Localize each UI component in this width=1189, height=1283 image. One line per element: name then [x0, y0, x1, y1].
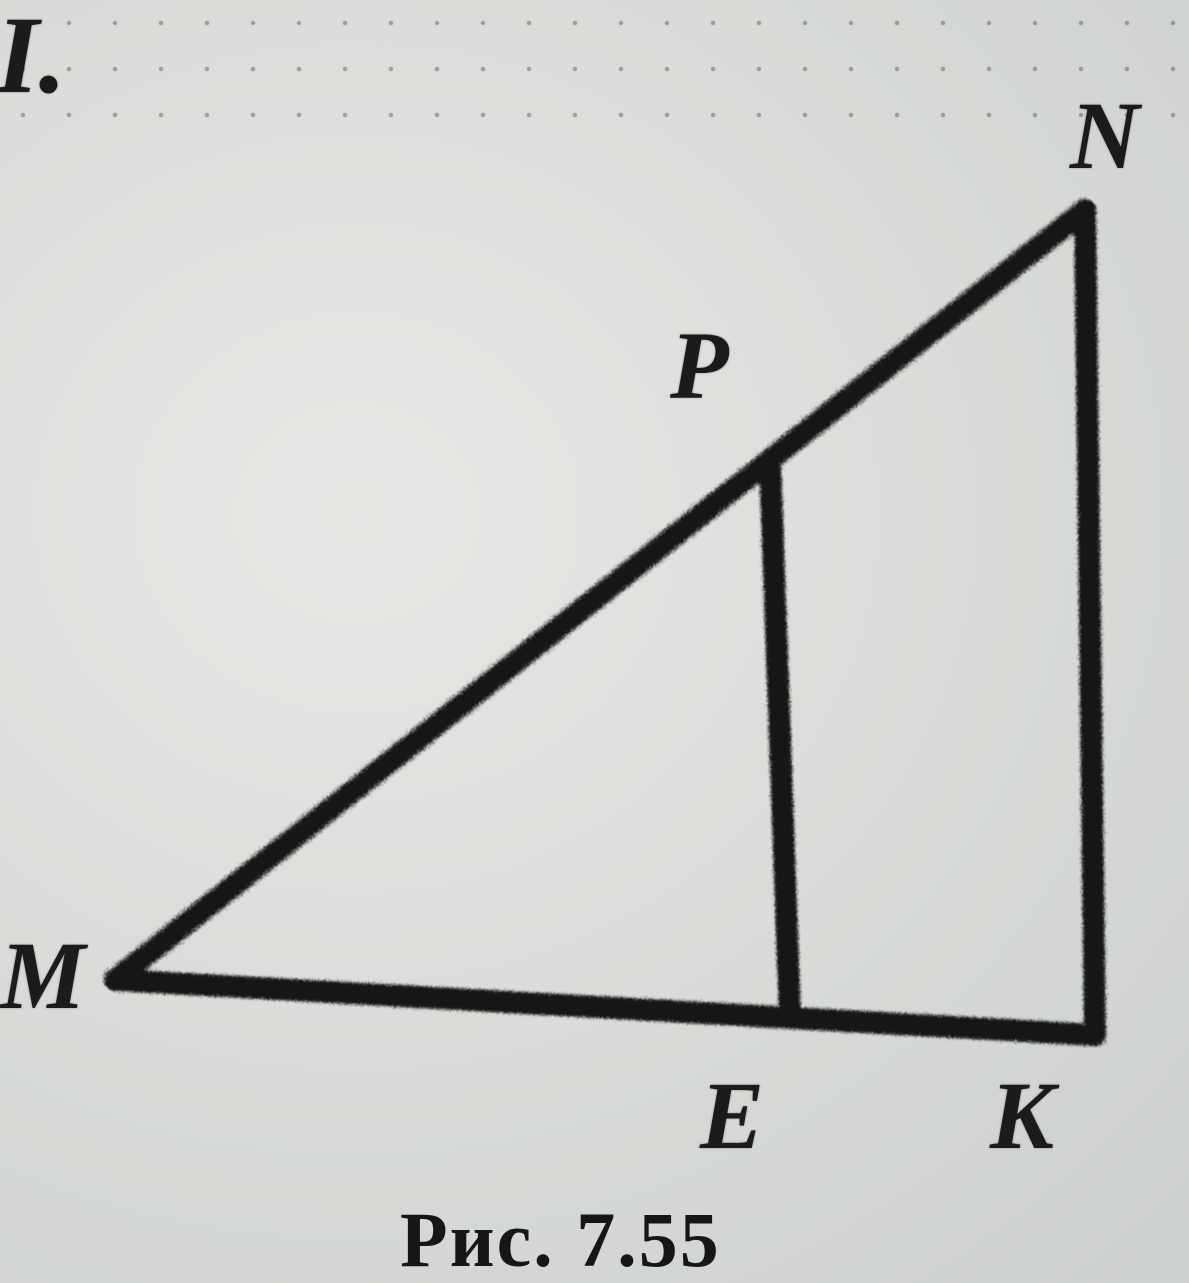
corner-marker-text: I. [0, 0, 66, 116]
label-M: M [0, 920, 85, 1031]
label-E: E [700, 1060, 764, 1171]
label-P: P [670, 310, 729, 421]
corner-marker: I. [0, 0, 66, 119]
figure-caption: Рис. 7.55 [400, 1195, 721, 1283]
label-N: N [1070, 80, 1139, 191]
figure-canvas: { "figure": { "type": "geometry-diagram"… [0, 0, 1189, 1283]
label-K: K [990, 1060, 1054, 1171]
